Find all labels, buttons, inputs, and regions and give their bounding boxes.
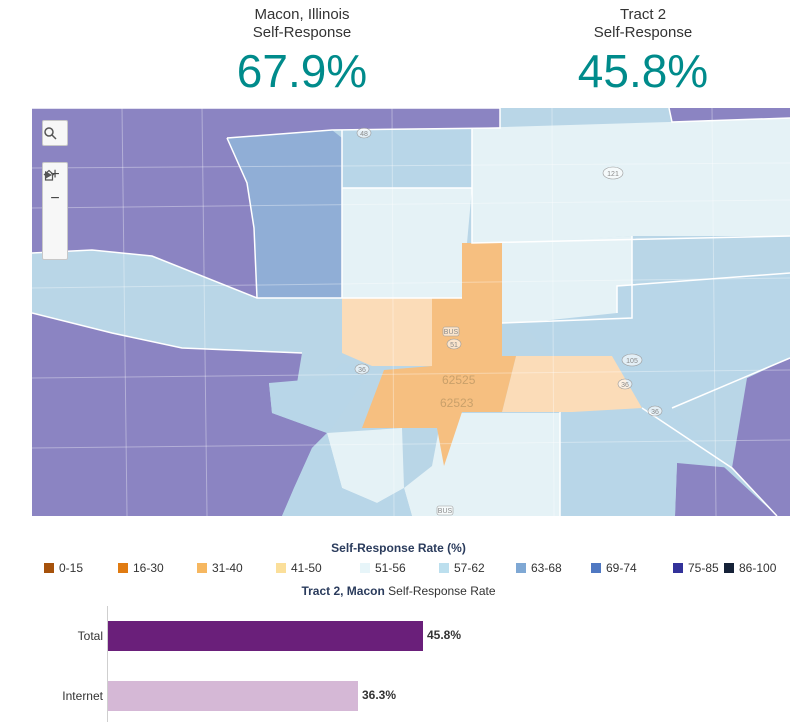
- bar-chart-title-bold: Tract 2, Macon: [301, 584, 385, 598]
- road-grid: [32, 108, 790, 516]
- legend-label: 0-15: [59, 561, 84, 575]
- legend-item-75-85: 75-85: [673, 561, 719, 575]
- macon-kpi: Macon, Illinois Self-Response 67.9%: [172, 6, 432, 96]
- legend-item-69-74: 69-74: [591, 561, 637, 575]
- play-icon: [45, 171, 52, 179]
- legend-swatch: [118, 563, 128, 573]
- legend-item-51-56: 51-56: [360, 561, 406, 575]
- route-shields: BUS 51 36 36 36 105 121 48 BUS: [354, 127, 663, 516]
- tract-region-lightblue-se[interactable]: [560, 408, 732, 516]
- shield-51-bg: [446, 338, 462, 350]
- tract-region-pale-center2[interactable]: [502, 236, 632, 323]
- legend-label: 63-68: [531, 561, 562, 575]
- legend-label: 31-40: [212, 561, 243, 575]
- tract-region-purple-se[interactable]: [732, 358, 790, 516]
- legend-swatch: [516, 563, 526, 573]
- legend-label: 69-74: [606, 561, 637, 575]
- shield-48: 48: [360, 131, 368, 138]
- map-search-button[interactable]: [42, 120, 68, 146]
- tract-region-purple-se2[interactable]: [675, 456, 777, 516]
- bar-value-internet: 36.3%: [362, 688, 397, 702]
- search-icon[interactable]: [43, 121, 67, 145]
- tract-kpi-value: 45.8%: [577, 45, 709, 97]
- legend-item-41-50: 41-50: [276, 561, 322, 575]
- legend-swatch: [276, 563, 286, 573]
- legend-label: 57-62: [454, 561, 485, 575]
- legend-label: 86-100: [739, 561, 777, 575]
- legend-item-0-15: 0-15: [44, 561, 83, 575]
- shield-105: 105: [626, 358, 638, 365]
- bar-total[interactable]: [108, 621, 423, 651]
- map-control-group: + −: [42, 162, 68, 260]
- macon-kpi-label-line2: Self-Response: [252, 24, 352, 41]
- zip-label-62523: 62523: [440, 396, 474, 410]
- home-button[interactable]: [43, 169, 67, 235]
- legend: 0-15 16-30 31-40 41-50 51-56 57-62 63-68 69-74 7…: [44, 561, 784, 577]
- tract-region-lightblue-n[interactable]: [342, 128, 472, 198]
- bar-chart-title-rest: Self-Response Rate: [384, 584, 496, 598]
- shield-121-bg: [602, 166, 624, 180]
- macon-kpi-label-line1: Macon, Illinois: [254, 6, 350, 23]
- tract-kpi-label-line2: Self-Response: [593, 24, 693, 41]
- shield-bus: BUS: [438, 508, 453, 515]
- shield-36b-bg: [617, 378, 633, 390]
- shield-36b: 36: [621, 382, 629, 389]
- macon-kpi-value: 67.9%: [236, 45, 368, 97]
- tract-kpi-label-line1: Tract 2: [619, 6, 667, 23]
- shield-36a-bg: [354, 363, 370, 375]
- shield-105-bg: [621, 353, 643, 367]
- shield-36c: 36: [651, 409, 659, 416]
- shield-bus-bg: [436, 505, 454, 516]
- zoom-in-button[interactable]: +: [50, 166, 60, 183]
- tract-region-purple-west[interactable]: [32, 108, 500, 298]
- legend-item-86-100: 86-100: [724, 561, 776, 575]
- zip-label-62525: 62525: [442, 373, 476, 387]
- bar-label-internet: Internet: [62, 689, 103, 703]
- shield-121: 121: [607, 171, 619, 178]
- tract-region-pale-center[interactable]: [342, 188, 472, 298]
- play-button[interactable]: [43, 171, 67, 259]
- legend-title: Self-Response Rate (%): [331, 541, 466, 555]
- legend-swatch: [439, 563, 449, 573]
- legend-item-16-30: 16-30: [118, 561, 164, 575]
- tract-kpi: Tract 2 Self-Response 45.8%: [513, 6, 773, 96]
- bar-internet[interactable]: [108, 681, 358, 711]
- bar-label-total: Total: [77, 629, 103, 643]
- map-canvas[interactable]: 62525 62523 BUS 51 36 36 36 105 121 48 B…: [32, 108, 790, 516]
- shield-51: 51: [450, 342, 458, 349]
- tract-region-lightorange-w[interactable]: [342, 298, 432, 366]
- zoom-out-button[interactable]: −: [50, 190, 60, 207]
- shield-bus51: BUS: [444, 329, 459, 336]
- tract-region-lightblue-w[interactable]: [269, 363, 372, 433]
- legend-label: 75-85: [688, 561, 719, 575]
- legend-swatch: [197, 563, 207, 573]
- tract-region-orange-tract2[interactable]: [362, 243, 516, 466]
- legend-item-31-40: 31-40: [197, 561, 243, 575]
- shield-36c-bg: [647, 405, 663, 417]
- tract-region-lightblue-sw[interactable]: [282, 433, 412, 516]
- tract-region-pale-ne[interactable]: [472, 118, 790, 243]
- tract-region-lightorange-e[interactable]: [502, 356, 642, 412]
- legend-swatch: [591, 563, 601, 573]
- legend-swatch: [724, 563, 734, 573]
- legend-label: 41-50: [291, 561, 322, 575]
- legend-item-63-68: 63-68: [516, 561, 562, 575]
- tract-boundaries: [32, 108, 790, 516]
- legend-swatch: [673, 563, 683, 573]
- legend-label: 51-56: [375, 561, 406, 575]
- shield-36a: 36: [358, 367, 366, 374]
- legend-swatch: [44, 563, 54, 573]
- shield-48-bg: [356, 127, 372, 139]
- choropleth-map[interactable]: 62525 62523 BUS 51 36 36 36 105 121 48 B…: [32, 108, 790, 516]
- tract-region-pale-south2[interactable]: [327, 428, 404, 503]
- bar-value-total: 45.8%: [427, 628, 462, 642]
- legend-swatch: [360, 563, 370, 573]
- bar-chart-axis: [107, 606, 108, 722]
- shield-bus51-bg: [442, 326, 460, 337]
- tract-region-purple-southwest[interactable]: [32, 313, 327, 516]
- legend-label: 16-30: [133, 561, 164, 575]
- bar-chart-title: Tract 2, Macon Self-Response Rate: [0, 584, 797, 598]
- legend-item-57-62: 57-62: [439, 561, 485, 575]
